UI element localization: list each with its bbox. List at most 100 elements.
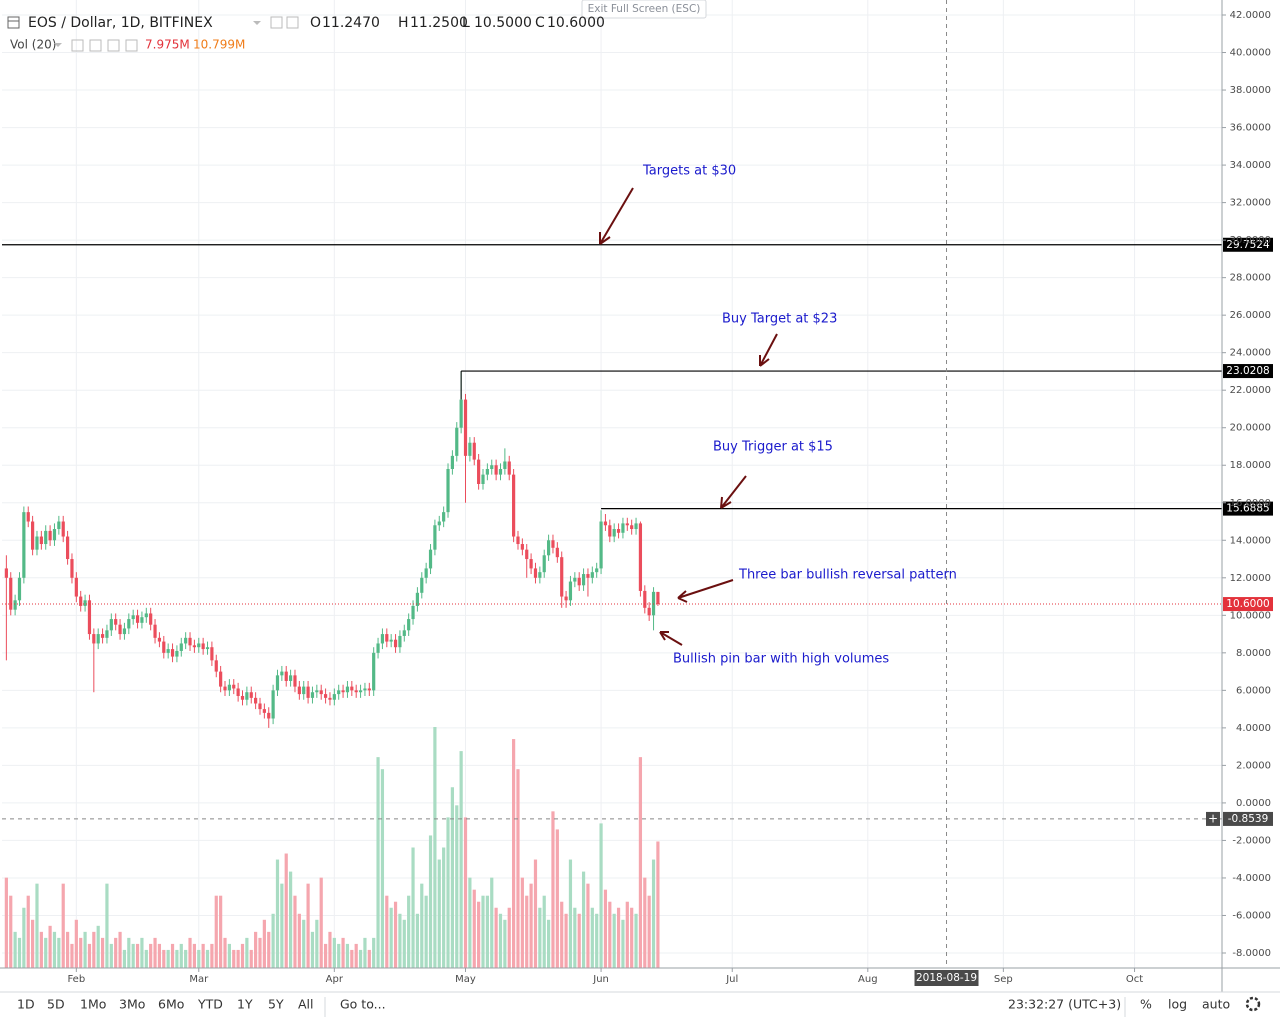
volume-bar (214, 895, 218, 968)
volume-bar (79, 937, 83, 968)
range-button[interactable]: 1Mo (80, 997, 106, 1012)
range-buttons: 1D 5D 1Mo 3Mo 6Mo YTD 1Y 5Y All (17, 997, 314, 1012)
exit-fullscreen[interactable] (581, 0, 707, 19)
volume-bar (297, 913, 301, 968)
volume-bar (428, 835, 433, 968)
candle-body (472, 442, 476, 460)
exit-fullscreen-label[interactable]: Exit Full Screen (ESC) (588, 3, 701, 15)
volume-bar (232, 949, 236, 968)
volume-bar (118, 931, 122, 968)
volume-bar (389, 907, 393, 968)
candle-body (538, 572, 542, 578)
volume-pane (4, 727, 660, 968)
volume-bar (65, 931, 70, 968)
candle-body (612, 529, 616, 537)
settings-icon[interactable] (1245, 996, 1261, 1012)
volume-ma-value: 10.799M (193, 38, 245, 52)
y-tick-label: 12.0000 (1230, 573, 1271, 584)
log-toggle[interactable]: log (1168, 997, 1187, 1012)
volume-bar (533, 859, 538, 968)
candle-body (70, 559, 74, 578)
volume-bar (284, 853, 288, 968)
percent-toggle[interactable]: % (1140, 997, 1152, 1012)
crosshair-plus-sign: + (1208, 811, 1218, 825)
candle-body (398, 635, 402, 648)
y-tick-label: 2.0000 (1236, 760, 1271, 771)
candle-body (227, 684, 231, 691)
y-tick-label: -2.0000 (1232, 835, 1271, 846)
candle-body (625, 523, 629, 526)
candle-body (477, 459, 481, 484)
volume-bar (503, 919, 507, 968)
y-tick-label: 22.0000 (1230, 385, 1271, 396)
candle-body (442, 512, 446, 522)
candle-body (455, 427, 459, 456)
icon[interactable] (89, 39, 102, 52)
dropdown[interactable] (54, 43, 62, 47)
arrow (599, 187, 634, 245)
dropdown[interactable] (253, 21, 261, 25)
candle-body (205, 647, 210, 650)
icon[interactable] (270, 16, 283, 29)
candle-body (26, 512, 30, 522)
icon[interactable] (286, 16, 299, 29)
candle-body (402, 630, 406, 636)
range-button[interactable]: YTD (197, 997, 223, 1012)
volume-bar (162, 949, 166, 968)
x-tick-label: Apr (326, 974, 344, 985)
volume-bar (455, 805, 459, 968)
volume-bar (612, 913, 616, 968)
volume-bar (651, 859, 656, 968)
volume-bar (573, 907, 577, 968)
range-button[interactable]: All (298, 997, 314, 1012)
range-button[interactable]: 1D (17, 997, 35, 1012)
volume-bar (577, 913, 581, 968)
icon[interactable] (125, 39, 138, 52)
volume-bar (227, 943, 231, 968)
icon[interactable] (71, 39, 84, 52)
volume-bar (70, 943, 74, 968)
candle-body (201, 643, 205, 650)
range-button[interactable]: 1Y (237, 997, 253, 1012)
y-tick-label: 42.0000 (1230, 10, 1271, 21)
goto-button[interactable]: Go to... (340, 997, 386, 1012)
volume-bar (643, 877, 647, 968)
range-button[interactable]: 5D (47, 997, 65, 1012)
volume-bar (310, 931, 315, 968)
symbol-title: EOS / Dollar, 1D, BITFINEX (28, 15, 213, 31)
volume-bar (223, 937, 227, 968)
icon[interactable] (107, 39, 120, 52)
arrow (720, 475, 747, 509)
volume-bar (380, 769, 385, 968)
auto-toggle[interactable]: auto (1202, 997, 1230, 1012)
volume-bar (625, 901, 629, 968)
candle-body (48, 530, 52, 541)
volume-bar (184, 949, 188, 968)
candle-body (267, 712, 271, 719)
volume-bar (415, 913, 420, 968)
volume-bar (188, 937, 192, 968)
volume-bar (586, 883, 590, 968)
range-button[interactable]: 5Y (268, 997, 284, 1012)
volume-bar (393, 901, 398, 968)
y-tick-label: 34.0000 (1230, 160, 1271, 171)
volume-bar (17, 937, 22, 968)
candle-body (341, 690, 345, 693)
range-button[interactable]: 3Mo (119, 997, 145, 1012)
candle-body (494, 465, 498, 475)
volume-bar (463, 817, 468, 968)
candle-body (236, 688, 240, 696)
volume-bar (114, 937, 118, 968)
candle-body (197, 643, 201, 648)
y-tick-label: 24.0000 (1230, 348, 1271, 359)
collapse-icon[interactable] (7, 16, 20, 29)
volume-bar (494, 907, 498, 968)
candle-body (122, 628, 127, 635)
volume-bar (595, 913, 599, 968)
volume-bar (197, 949, 201, 968)
volume-bar (74, 919, 78, 968)
range-button[interactable]: 6Mo (158, 997, 184, 1012)
candle-body (192, 645, 197, 648)
volume-bar (302, 919, 306, 968)
volume-bar (507, 907, 511, 968)
